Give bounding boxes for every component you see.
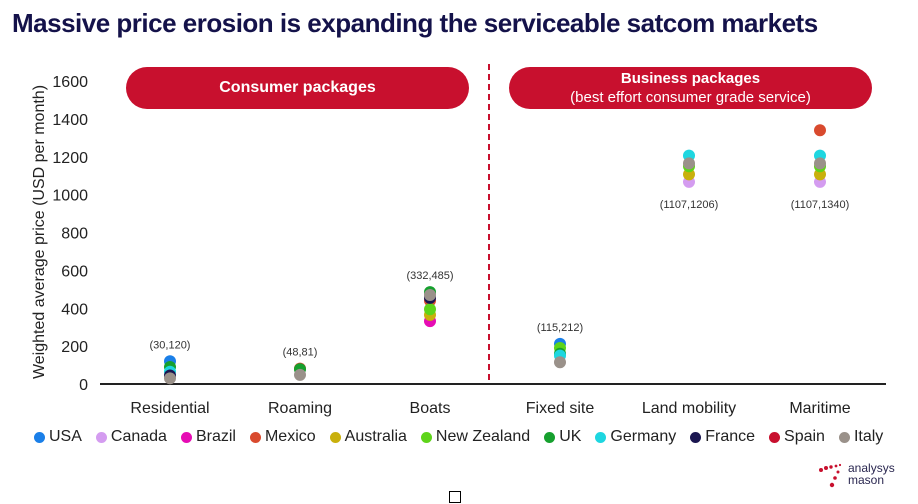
- legend-label: Italy: [853, 428, 884, 445]
- range-label: (1107,1206): [660, 199, 719, 211]
- legend-marker-icon: [595, 431, 607, 443]
- x-tick-label: Residential: [130, 400, 209, 417]
- legend-label: Canada: [110, 428, 167, 445]
- legend-item: UK: [544, 428, 581, 446]
- legend-item: New Zealand: [420, 428, 531, 446]
- checkbox[interactable]: [449, 491, 461, 503]
- data-point: [683, 157, 695, 170]
- consumer-packages-banner: Consumer packages: [126, 67, 469, 109]
- y-tick-label: 200: [61, 339, 88, 356]
- legend-marker-icon: [249, 431, 261, 443]
- analysys-mason-logo: analysys mason: [818, 462, 908, 496]
- legend-marker-icon: [95, 431, 107, 443]
- x-tick-label: Boats: [410, 400, 451, 417]
- legend-label: New Zealand: [435, 428, 531, 445]
- range-label: (30,120): [150, 339, 191, 351]
- legend-marker-icon: [544, 431, 556, 443]
- legend-marker-icon: [690, 431, 702, 443]
- y-tick-label: 800: [61, 226, 88, 243]
- data-point: [164, 372, 176, 385]
- page-title: Massive price erosion is expanding the s…: [12, 8, 818, 38]
- legend-label: UK: [559, 428, 582, 445]
- y-axis-title: Weighted average price (USD per month): [31, 85, 48, 379]
- range-label: (48,81): [283, 347, 318, 359]
- legend-marker-icon: [180, 431, 192, 443]
- legend-item: USA: [34, 428, 82, 446]
- y-tick-label: 1000: [52, 188, 88, 205]
- x-tick-label: Fixed site: [526, 400, 595, 417]
- legend-marker-icon: [329, 431, 341, 443]
- y-tick-label: 1600: [52, 74, 88, 91]
- legend-item: Italy: [838, 428, 884, 446]
- legend-marker-icon: [838, 431, 850, 443]
- x-tick-label: Land mobility: [642, 400, 736, 417]
- y-tick-label: 1400: [52, 112, 88, 129]
- logo-line2: mason: [848, 473, 885, 487]
- legend-label: Germany: [610, 428, 677, 445]
- y-tick-label: 0: [79, 377, 88, 394]
- legend-label: Spain: [784, 428, 825, 445]
- business-packages-subtitle: (best effort consumer grade service): [570, 89, 811, 106]
- data-point: [554, 356, 566, 369]
- legend-label: Australia: [344, 428, 407, 445]
- legend: USA Canada Brazil Mexico Australia New Zealan…: [34, 428, 883, 446]
- range-label: (1107,1340): [791, 199, 850, 211]
- legend-label: France: [705, 428, 756, 445]
- data-point: [294, 368, 306, 381]
- legend-marker-icon: [769, 431, 781, 443]
- consumer-packages-label: Consumer packages: [219, 79, 376, 96]
- x-tick-label: Roaming: [268, 400, 332, 417]
- legend-item: Canada: [95, 428, 167, 446]
- legend-item: Brazil: [180, 428, 236, 446]
- dots-logo-icon: [819, 463, 842, 488]
- legend-marker-icon: [420, 431, 432, 443]
- data-point: [424, 303, 436, 316]
- legend-item: Spain: [769, 428, 825, 446]
- y-tick-label: 400: [61, 301, 88, 318]
- x-tick-label: Maritime: [789, 400, 850, 417]
- data-point: [424, 288, 436, 301]
- legend-label: Brazil: [195, 428, 236, 445]
- legend-item: France: [690, 428, 755, 446]
- range-label: (115,212): [537, 322, 583, 334]
- business-packages-label: Business packages: [620, 70, 761, 87]
- logo-line1: analysys: [848, 461, 895, 475]
- y-tick-label: 1200: [52, 150, 88, 167]
- business-packages-banner: Business packages (best effort consumer …: [509, 67, 872, 109]
- data-point: [814, 124, 826, 137]
- legend-item: Germany: [595, 428, 676, 446]
- legend-marker-icon: [34, 431, 45, 443]
- legend-item: Australia: [329, 428, 407, 446]
- data-point: [814, 157, 826, 170]
- y-tick-label: 600: [61, 263, 88, 280]
- legend-item: Mexico: [249, 428, 316, 446]
- legend-label: Mexico: [264, 428, 316, 445]
- legend-label: USA: [49, 428, 82, 445]
- range-label: (332,485): [406, 270, 453, 282]
